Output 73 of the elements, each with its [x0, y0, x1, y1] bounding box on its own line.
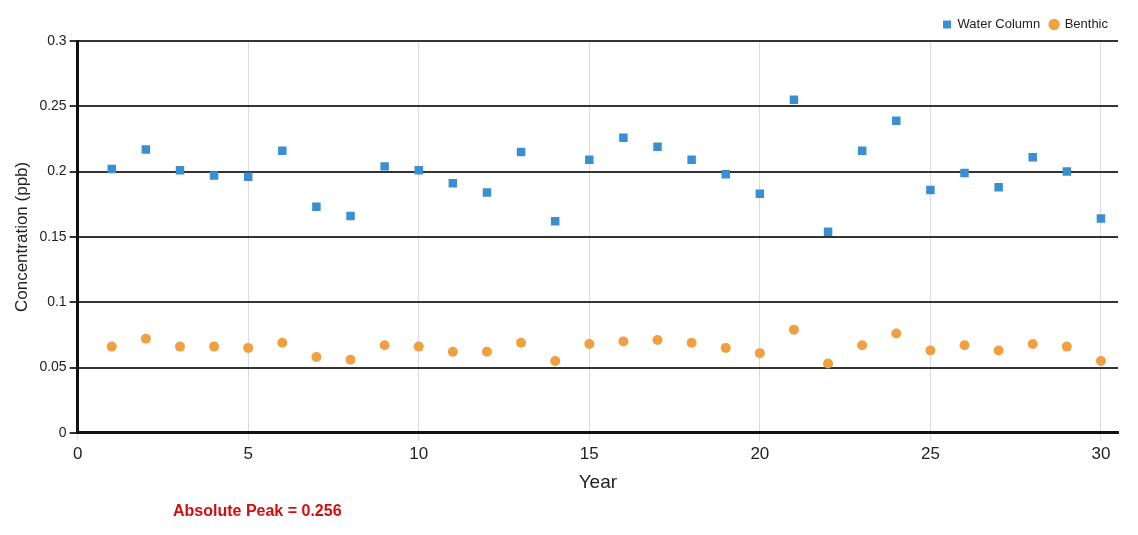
- point: [379, 340, 390, 351]
- x-tick-label: 0: [72, 443, 83, 463]
- point: [994, 183, 1003, 192]
- point: [652, 335, 663, 346]
- point: [823, 227, 833, 236]
- point: [926, 185, 935, 195]
- point: [447, 346, 458, 357]
- point: [584, 338, 595, 349]
- point: [209, 341, 220, 352]
- point: [278, 146, 287, 155]
- point: [618, 336, 629, 347]
- point: [482, 188, 492, 197]
- point: [481, 346, 492, 357]
- point: [754, 348, 765, 359]
- point: [960, 168, 969, 178]
- point: [277, 337, 288, 348]
- point: [619, 133, 628, 142]
- point: [516, 337, 527, 348]
- point: [448, 179, 458, 188]
- y-axis-title: Concentration (ppb): [11, 161, 31, 313]
- point: [380, 162, 389, 171]
- point: [550, 355, 561, 366]
- point: [1061, 341, 1072, 352]
- point: [891, 328, 902, 339]
- point: [175, 166, 185, 175]
- y-tick-label: 0.05: [39, 358, 67, 375]
- legend-label: Benthic: [1064, 16, 1109, 32]
- point: [585, 155, 594, 165]
- point: [788, 324, 799, 335]
- point: [823, 358, 834, 369]
- point: [1028, 152, 1037, 162]
- point: [106, 341, 117, 352]
- x-tick-label: 10: [409, 443, 429, 463]
- legend-label: Water Column: [957, 16, 1041, 32]
- point: [311, 352, 322, 363]
- y-tick-label: 0: [58, 423, 67, 440]
- x-tick-label: 20: [750, 443, 770, 463]
- text: Absolute Peak = 0.256: [173, 502, 342, 520]
- x-tick-label: 30: [1091, 443, 1111, 463]
- point: [721, 169, 730, 179]
- point: [686, 337, 697, 348]
- x-axis-title: Year: [578, 470, 618, 492]
- x-tick-label: 25: [920, 443, 940, 463]
- point: [312, 202, 321, 212]
- point: [243, 342, 254, 353]
- point: [959, 340, 970, 351]
- point: [140, 333, 151, 344]
- y-tick-label: 0.3: [47, 31, 67, 48]
- point: [209, 171, 219, 180]
- point: [1095, 355, 1106, 366]
- point: [1096, 214, 1106, 223]
- y-tick-label: 0.2: [47, 162, 67, 179]
- point: [345, 354, 356, 365]
- point: [892, 116, 901, 125]
- point: [1027, 338, 1038, 349]
- y-tick-label: 0.1: [47, 293, 67, 310]
- point: [687, 155, 696, 165]
- point: [720, 342, 731, 353]
- point: [346, 211, 355, 221]
- point: [857, 340, 868, 351]
- point: [857, 146, 867, 155]
- x-tick-label: 15: [579, 443, 599, 463]
- x-tick-label: 5: [243, 443, 253, 463]
- point: [1062, 167, 1072, 176]
- point: [925, 345, 936, 356]
- point: [993, 345, 1004, 356]
- y-tick-label: 0.25: [39, 97, 67, 114]
- point: [414, 166, 423, 175]
- point: [174, 341, 185, 352]
- point: [413, 341, 424, 352]
- point: [141, 145, 151, 154]
- point: [653, 142, 662, 152]
- y-tick-label: 0.15: [39, 227, 67, 244]
